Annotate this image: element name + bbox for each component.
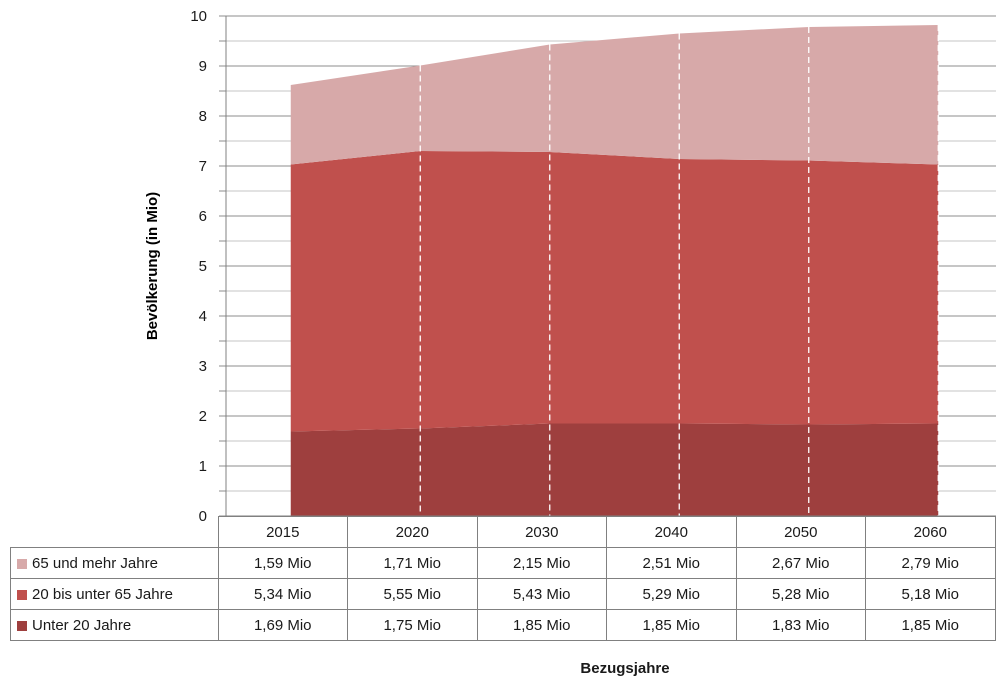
area-series-1 <box>290 423 939 516</box>
y-tick-label: 9 <box>199 58 207 75</box>
area-series-3 <box>290 25 939 165</box>
y-tick-label: 5 <box>199 258 207 275</box>
legend-swatch <box>17 620 27 631</box>
legend-entry: 65 und mehr Jahre <box>10 547 219 579</box>
legend-label: Unter 20 Jahre <box>32 616 132 634</box>
y-tick-label: 2 <box>199 408 207 425</box>
data-label: 1,75 Mio <box>347 609 478 641</box>
data-label: 1,85 Mio <box>476 609 607 641</box>
data-table-row: 20 bis unter 65 Jahre 5,34 Mio 5,55 Mio 5,4… <box>10 578 996 610</box>
y-tick-label: 8 <box>199 108 207 125</box>
data-table: 2015 2020 2030 2040 2050 2060 65 und mehr Jah… <box>10 516 996 641</box>
x-tick-label: 2050 <box>735 516 866 548</box>
x-tick-label: 2030 <box>476 516 607 548</box>
y-tick-label: 10 <box>190 8 207 25</box>
data-label: 5,43 Mio <box>476 578 607 610</box>
area-series-2 <box>290 151 939 432</box>
data-table-row: 65 und mehr Jahre 1,59 Mio 1,71 Mio 2,15 Mi… <box>10 547 996 579</box>
data-label: 5,28 Mio <box>735 578 866 610</box>
data-label: 1,85 Mio <box>865 609 996 641</box>
legend-label: 20 bis unter 65 Jahre <box>32 585 173 603</box>
legend-label: 65 und mehr Jahre <box>32 554 158 572</box>
data-label: 5,18 Mio <box>865 578 996 610</box>
y-axis-label: Bevölkerung (in Mio) <box>144 192 161 340</box>
data-table-row: Unter 20 Jahre 1,69 Mio 1,75 Mio 1,85 Mio 1,… <box>10 609 996 641</box>
legend-swatch <box>17 558 27 569</box>
x-tick-label: 2020 <box>347 516 478 548</box>
data-label: 2,51 Mio <box>606 547 737 579</box>
x-tick-label: 2015 <box>217 516 348 548</box>
x-tick-label: 2060 <box>865 516 996 548</box>
y-tick-label: 3 <box>199 358 207 375</box>
legend-entry: 20 bis unter 65 Jahre <box>10 578 219 610</box>
data-label: 2,67 Mio <box>735 547 866 579</box>
data-label: 1,83 Mio <box>735 609 866 641</box>
data-label: 2,79 Mio <box>865 547 996 579</box>
data-table-corner <box>10 516 219 548</box>
y-tick-label: 4 <box>199 308 207 325</box>
y-tick-label: 6 <box>199 208 207 225</box>
data-label: 2,15 Mio <box>476 547 607 579</box>
legend-entry: Unter 20 Jahre <box>10 609 219 641</box>
y-tick-label: 1 <box>199 458 207 475</box>
data-label: 1,85 Mio <box>606 609 737 641</box>
x-axis-label: Bezugsjahre <box>580 660 670 677</box>
data-label: 1,59 Mio <box>217 547 348 579</box>
data-label: 5,34 Mio <box>217 578 348 610</box>
data-label: 1,71 Mio <box>347 547 478 579</box>
data-label: 5,55 Mio <box>347 578 478 610</box>
data-table-header-row: 2015 2020 2030 2040 2050 2060 <box>10 516 996 548</box>
data-label: 5,29 Mio <box>606 578 737 610</box>
data-label: 1,69 Mio <box>217 609 348 641</box>
legend-swatch <box>17 589 27 600</box>
x-tick-label: 2040 <box>606 516 737 548</box>
y-tick-label: 7 <box>199 158 207 175</box>
